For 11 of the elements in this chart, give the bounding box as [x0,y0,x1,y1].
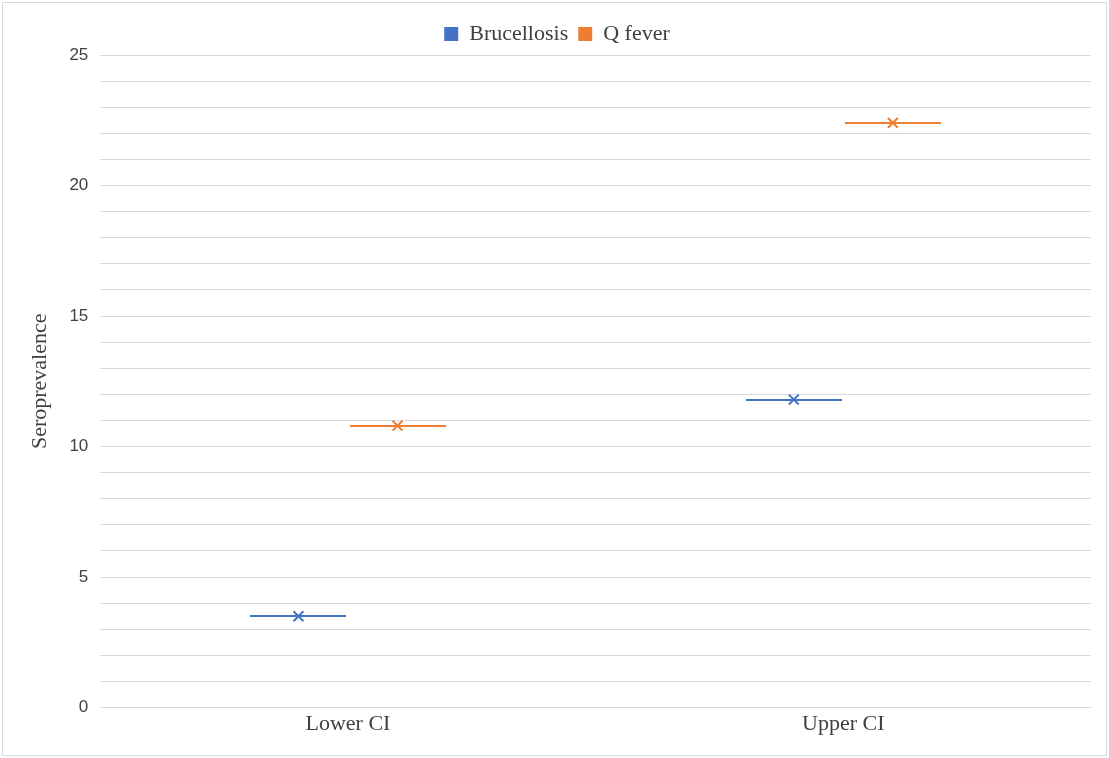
x-tick-label: Lower CI [305,709,391,735]
y-tick-label: 25 [69,44,89,64]
legend-label: Q fever [603,19,671,45]
legend-label: Brucellosis [469,19,569,45]
y-tick-label: 15 [69,305,89,325]
y-tick-label: 5 [78,566,89,586]
y-tick-label: 10 [69,436,89,456]
y-tick-label: 20 [69,175,89,195]
y-axis-title: Seroprevalence [25,313,51,450]
y-tick-label: 0 [78,697,89,717]
x-tick-label: Upper CI [802,709,885,735]
